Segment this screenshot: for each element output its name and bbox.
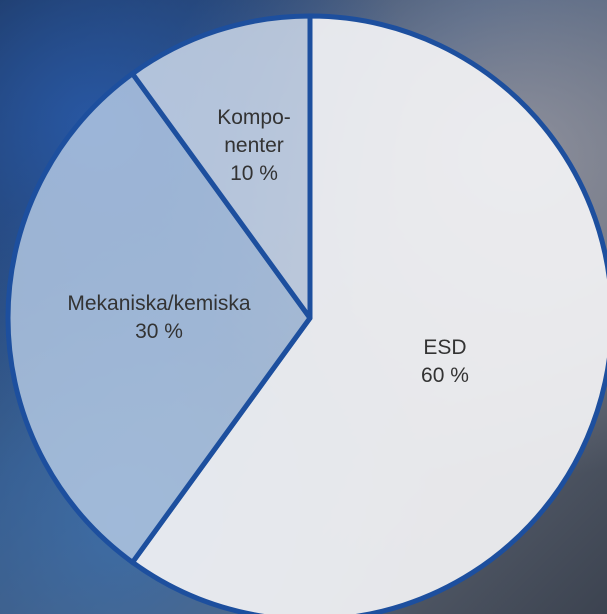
slice-label: ESD — [423, 334, 466, 362]
slice-label: Mekaniska/kemiska — [67, 290, 250, 318]
slice-label: Kompo- nenter — [217, 104, 291, 160]
slice-value-label: 60 % — [421, 362, 469, 390]
page: (() => { const data = JSON.parse(documen… — [0, 0, 607, 614]
slice-value-label: 10 % — [230, 160, 278, 188]
slice-value-label: 30 % — [135, 318, 183, 346]
